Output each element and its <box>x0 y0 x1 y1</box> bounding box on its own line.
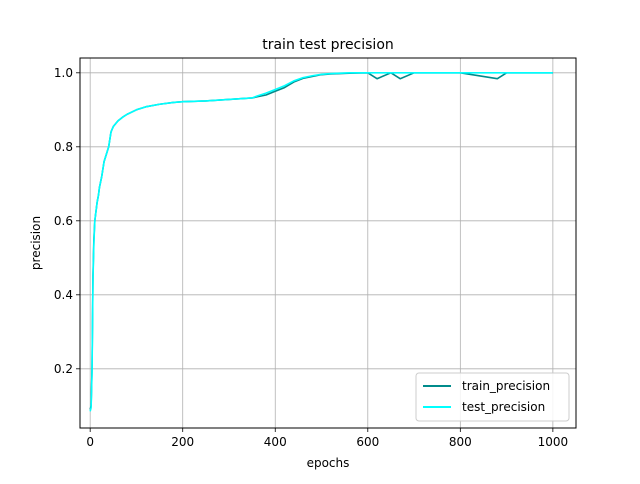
plot-frame <box>79 57 577 429</box>
y-tick-label: 1.0 <box>54 66 73 80</box>
series-layer <box>89 72 553 412</box>
tick-layer: 0 200 400 600 800 1000 0.2 0.4 0.6 0.8 1.0 <box>54 66 568 449</box>
x-axis-label: epochs <box>307 456 350 470</box>
legend-box <box>415 372 570 422</box>
x-tick-label: 400 <box>264 435 287 449</box>
test-precision-line <box>89 72 553 412</box>
chart-title: train test precision <box>262 37 394 53</box>
x-tick-label: 800 <box>449 435 472 449</box>
x-tick-label: 0 <box>86 435 94 449</box>
x-tick-label: 1000 <box>538 435 569 449</box>
legend-label-test-precision: test_precision <box>462 400 545 414</box>
legend: train_precision test_precision <box>415 372 570 422</box>
y-tick-label: 0.6 <box>54 214 73 228</box>
y-tick-label: 0.2 <box>54 362 73 376</box>
legend-label-train-precision: train_precision <box>462 379 550 393</box>
x-tick-label: 200 <box>171 435 194 449</box>
y-tick-label: 0.8 <box>54 140 73 154</box>
y-tick-label: 0.4 <box>54 288 73 302</box>
y-axis-label: precision <box>29 216 43 270</box>
x-tick-label: 600 <box>356 435 379 449</box>
